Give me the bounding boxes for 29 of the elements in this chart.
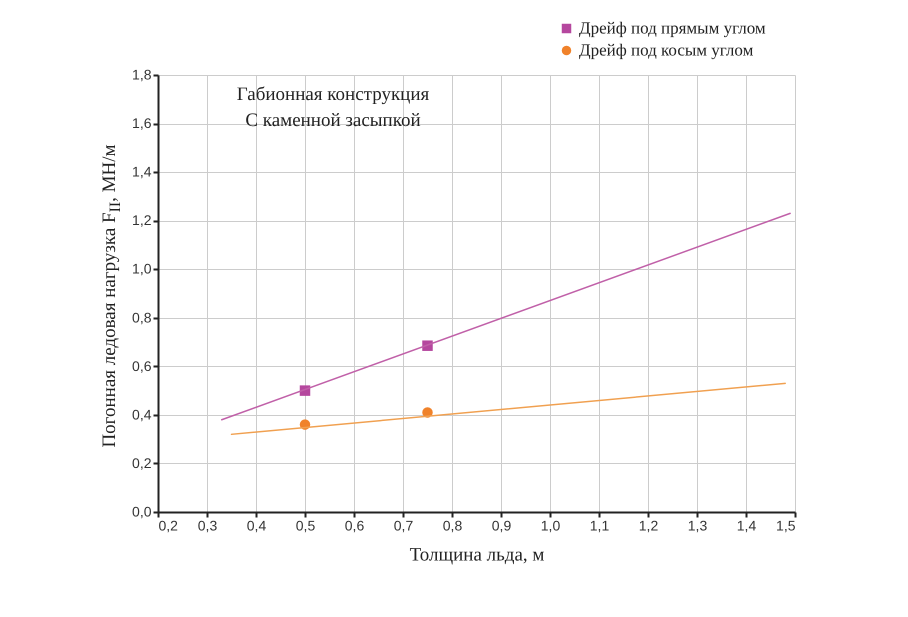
y-tick-label: 1,8 [132,66,152,82]
x-tick-label: 0,7 [394,518,414,534]
x-tick-label: 1,1 [590,518,610,534]
y-tick-label: 0,4 [132,406,152,422]
x-tick-label: 0,5 [296,518,316,534]
x-tick-label: 0,4 [246,518,266,534]
y-tick-label: 1,6 [132,115,152,132]
annotation: С каменной засыпкой [245,110,421,131]
y-tick-label: 1,0 [132,260,152,277]
x-tick-label: 0,8 [442,518,462,534]
x-tick-label: 1,2 [638,518,658,534]
x-tick-label: 1,0 [540,518,560,534]
x-tick-label: 0,2 [158,518,178,534]
y-tick-label: 0,8 [132,309,152,326]
y-tick-label: 1,2 [132,212,152,228]
x-axis-title: Толщина льда, м [410,544,544,566]
x-tick-label: 1,5 [776,518,796,534]
x-tick-label: 0,9 [492,518,512,534]
annotation: Габионная конструкция [236,84,430,105]
y-tick-label: 0,0 [132,504,152,520]
y-tick-label: 0,2 [132,454,152,471]
x-tick-label: 1,3 [688,518,708,534]
x-tick-label: 0,3 [198,518,218,534]
y-tick-label: 0,6 [132,358,152,374]
legend-label: Дрейф под косым углом [579,40,754,60]
x-tick-label: 1,4 [736,518,756,534]
x-tick-label: 0,6 [344,518,364,534]
y-tick-label: 1,4 [132,164,152,180]
legend-label: Дрейф под прямым углом [579,18,766,38]
